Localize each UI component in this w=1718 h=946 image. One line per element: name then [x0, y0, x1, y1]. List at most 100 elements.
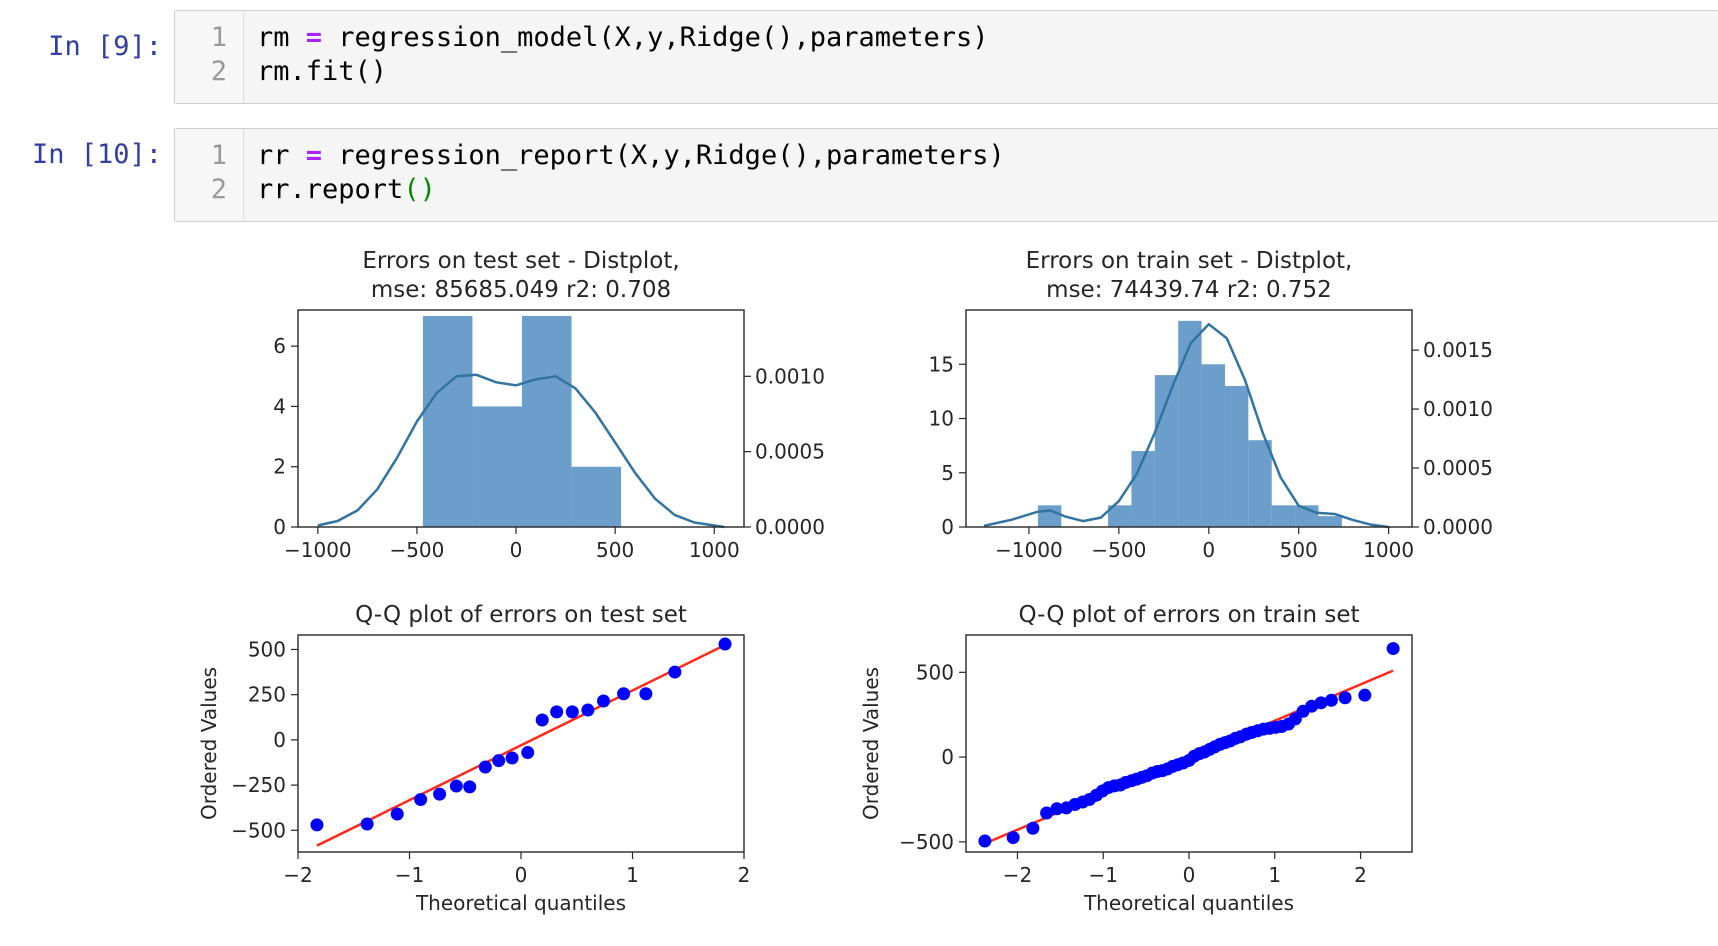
y2-tick-label: 0.0005 — [755, 440, 825, 464]
data-point — [433, 787, 447, 801]
chart-4: Q-Q plot of errors on train set −500 0 500 −… — [859, 602, 1413, 915]
data-point — [581, 703, 595, 717]
data-point — [390, 807, 404, 821]
x-tick-label: −2 — [283, 863, 312, 887]
data-point — [978, 834, 992, 848]
operator-token: = — [305, 140, 323, 171]
data-point — [1040, 806, 1054, 820]
x-tick-label: −1 — [1088, 863, 1117, 887]
data-point — [360, 817, 374, 831]
histogram-bar — [1178, 320, 1202, 527]
axes-frame — [965, 634, 1413, 853]
data-point — [310, 818, 324, 832]
histogram-bar — [1201, 364, 1225, 527]
x-tick-label: −500 — [1091, 538, 1146, 562]
histogram-bar — [571, 466, 622, 527]
y-tick-label: −500 — [231, 818, 286, 842]
histogram-bar — [521, 316, 572, 527]
histogram-bar — [422, 316, 473, 527]
y-axis-label: Ordered Values — [197, 667, 221, 820]
data-point — [478, 760, 492, 774]
chart-title: mse: 85685.049 r2: 0.708 — [371, 277, 671, 303]
y-tick-label: 4 — [273, 394, 286, 418]
data-point — [1386, 642, 1400, 656]
cell-output: Errors on test set - Distplot, mse: 85685… — [174, 232, 1554, 932]
chart-1: Errors on test set - Distplot, mse: 85685… — [273, 248, 825, 562]
y2-tick-label: 0.0000 — [1423, 515, 1493, 539]
code-line[interactable]: rm.fit() — [257, 55, 387, 89]
input-prompt: In [10]: — [31, 139, 162, 170]
y-tick-label: −500 — [899, 830, 954, 854]
y-tick-label: 0 — [273, 515, 286, 539]
data-point — [718, 637, 732, 651]
x-tick-label: 0 — [1183, 863, 1196, 887]
chart-2: Errors on train set - Distplot, mse: 7443… — [929, 248, 1493, 562]
y-tick-label: 250 — [248, 683, 286, 707]
kde-line — [317, 373, 725, 529]
y-tick-label: 6 — [273, 334, 286, 358]
histogram-bar — [1037, 505, 1062, 527]
chart-title: Errors on train set - Distplot, — [1026, 248, 1353, 274]
x-tick-label: 1 — [626, 863, 639, 887]
code-line[interactable]: rr = regression_report(X,y,Ridge(),param… — [257, 139, 1005, 173]
data-point — [550, 705, 564, 719]
code-editor[interactable]: 1 2 rm = regression_model(X,y,Ridge(),pa… — [174, 10, 1718, 104]
paren-token: () — [403, 174, 436, 205]
y-tick-label: −250 — [231, 773, 286, 797]
y-tick-label: 0 — [941, 515, 954, 539]
axes-frame — [965, 309, 1413, 528]
histogram-bar — [472, 406, 522, 527]
chart-title: Errors on test set - Distplot, — [362, 248, 679, 274]
data-point — [1314, 696, 1328, 710]
x-axis-label: Theoretical quantiles — [1083, 891, 1294, 915]
chart-title: Q-Q plot of errors on train set — [1018, 602, 1359, 628]
chart-title: mse: 74439.74 r2: 0.752 — [1046, 277, 1332, 303]
y2-tick-label: 0.0010 — [1423, 397, 1493, 421]
kde-line — [983, 322, 1389, 529]
x-tick-label: 0 — [1202, 538, 1215, 562]
x-axis-label: Theoretical quantiles — [415, 891, 626, 915]
y2-tick-label: 0.0000 — [755, 515, 825, 539]
histogram-bar — [1248, 440, 1272, 527]
code-text: rm.fit() — [257, 56, 388, 87]
y-tick-label: 10 — [929, 407, 954, 431]
code-editor[interactable]: 1 2 rr = regression_report(X,y,Ridge(),p… — [174, 128, 1718, 222]
y-tick-label: 15 — [929, 352, 954, 376]
line-number: 2 — [210, 174, 227, 205]
input-prompt: In [9]: — [48, 31, 162, 62]
code-line[interactable]: rm = regression_model(X,y,Ridge(),parame… — [257, 21, 989, 55]
y-tick-label: 0 — [941, 745, 954, 769]
x-tick-label: 2 — [738, 863, 751, 887]
line-number: 2 — [210, 56, 227, 87]
code-cell-9[interactable]: In [9]: 1 2 rm = regression_model(X,y,Ri… — [0, 10, 1718, 104]
y2-tick-label: 0.0015 — [1423, 338, 1493, 362]
x-tick-label: 1000 — [689, 538, 740, 562]
axes-frame — [297, 309, 745, 528]
y-tick-label: 5 — [941, 461, 954, 485]
y2-tick-label: 0.0005 — [1423, 456, 1493, 480]
x-tick-label: 500 — [1280, 538, 1318, 562]
code-text: regression_report(X,y,Ridge(),parameters… — [322, 140, 1005, 171]
data-point — [1006, 831, 1020, 845]
data-point — [1338, 691, 1352, 705]
x-tick-label: −2 — [1003, 863, 1032, 887]
data-point — [668, 665, 682, 679]
chart-3: Q-Q plot of errors on test set−500−25002… — [197, 602, 750, 915]
code-cell-10[interactable]: In [10]: 1 2 rr = regression_report(X,y,… — [0, 128, 1718, 222]
data-point — [535, 713, 549, 727]
data-point — [414, 793, 428, 807]
data-point — [521, 746, 535, 760]
code-line[interactable]: rr.report() — [257, 173, 436, 207]
x-tick-label: −1000 — [995, 538, 1063, 562]
x-tick-label: 1 — [1268, 863, 1281, 887]
histogram-bar — [1154, 375, 1179, 527]
data-point — [492, 754, 506, 768]
data-point — [1324, 693, 1338, 707]
data-point — [1026, 821, 1040, 835]
data-point — [505, 751, 519, 765]
data-point — [1050, 802, 1064, 816]
code-text: rm — [257, 22, 306, 53]
line-number-gutter: 1 2 — [175, 11, 244, 103]
line-number: 1 — [210, 22, 227, 53]
x-tick-label: −500 — [389, 538, 444, 562]
